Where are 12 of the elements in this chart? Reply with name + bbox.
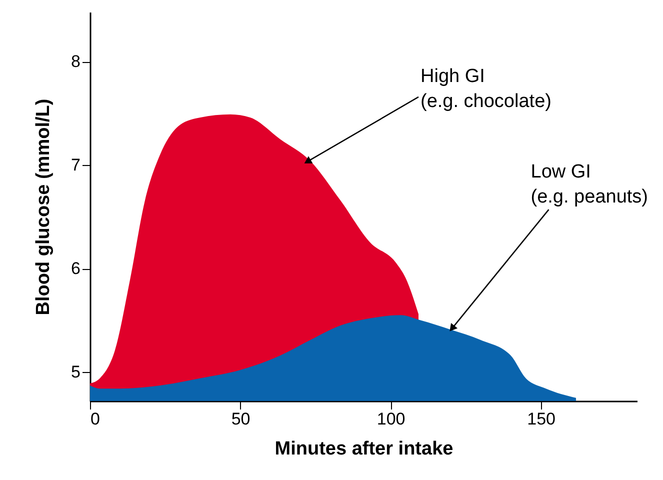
x-tick-label: 150 [527,410,556,428]
y-tick-label: 5 [71,362,80,382]
x-tick-label: 0 [90,410,100,428]
y-tick-label: 6 [71,259,80,278]
annotation: High GI (e.g. chocolate) [420,66,552,112]
y-tick-label: 8 [71,52,80,72]
y-tick-label: 7 [71,156,80,175]
annotation: Low GI (e.g. peanuts) [530,162,648,208]
x-axis-title: Minutes after intake [274,438,454,460]
x-tick-label: 50 [231,410,250,428]
y-axis-title: Blood glucose (mmol/L) [33,98,54,316]
x-tick-label: 100 [376,410,406,428]
